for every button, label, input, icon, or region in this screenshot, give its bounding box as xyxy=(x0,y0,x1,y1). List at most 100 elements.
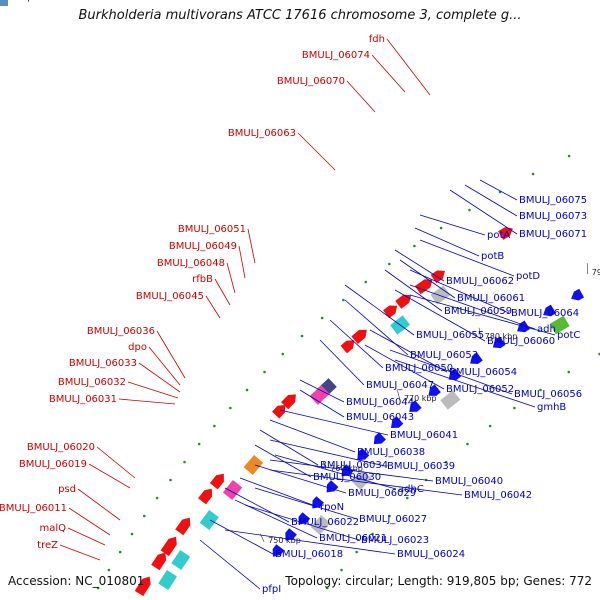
reverse-label-leader xyxy=(399,259,456,299)
forward-label-leader xyxy=(59,544,101,561)
forward-label-leader xyxy=(96,446,136,479)
forward-gene-label: BMULJ_06049 xyxy=(169,241,237,252)
reverse-label-leader xyxy=(394,359,536,408)
tick-mark xyxy=(322,461,327,471)
forward-label-leader xyxy=(226,262,236,294)
gc-dot-outer xyxy=(281,352,285,356)
forward-gene-label: treZ xyxy=(37,540,58,551)
forward-gene-arrow xyxy=(198,488,213,505)
forward-gene-label: dpo xyxy=(128,342,147,353)
reverse-gene-label: BMULJ_06038 xyxy=(357,447,425,458)
reverse-gene-label: BMULJ_06044 xyxy=(346,397,414,408)
gc-dot-inner xyxy=(405,496,409,500)
reverse-label-leader xyxy=(384,269,443,312)
reverse-label-leader xyxy=(364,344,445,390)
forward-label-leader xyxy=(247,228,256,264)
reverse-gene-label: BMULJ_06039 xyxy=(387,461,455,472)
reverse-label-leader xyxy=(269,459,434,482)
reverse-gene-arrow xyxy=(357,448,370,461)
reverse-label-leader xyxy=(414,227,480,257)
reverse-gene-arrow xyxy=(543,304,556,317)
forward-gene-arrow xyxy=(175,517,191,536)
reverse-gene-arrow xyxy=(298,512,311,525)
feature-box xyxy=(430,285,451,305)
forward-gene-label: BMULJ_06019 xyxy=(19,459,87,470)
forward-label-leader xyxy=(214,278,231,306)
reverse-gene-label: BMULJ_06060 xyxy=(487,336,555,347)
reverse-gene-label: BMULJ_06054 xyxy=(449,367,517,378)
reverse-gene-arrow xyxy=(312,496,324,509)
reverse-gene-arrow xyxy=(448,368,462,380)
feature-box xyxy=(0,0,8,6)
feature-box xyxy=(243,455,264,475)
forward-label-leader xyxy=(77,488,121,521)
forward-label-leader xyxy=(371,54,406,93)
forward-gene-arrow xyxy=(134,576,151,597)
reverse-label-leader xyxy=(344,284,415,336)
forward-gene-label: BMULJ_06045 xyxy=(136,291,204,302)
gc-dot-outer xyxy=(107,568,111,572)
reverse-gene-arrow xyxy=(571,288,585,301)
reverse-gene-label: BMULJ_06052 xyxy=(446,384,514,395)
gc-dot-inner xyxy=(466,442,469,446)
reverse-gene-label: BMULJ_06075 xyxy=(519,195,587,206)
gc-dot-outer xyxy=(213,424,216,428)
forward-gene-arrow xyxy=(151,552,167,571)
gc-dot-inner xyxy=(488,424,492,428)
forward-gene-label: BMULJ_06011 xyxy=(0,503,67,514)
gc-dot-outer xyxy=(300,334,304,338)
reverse-label-leader xyxy=(409,269,510,314)
reverse-label-leader xyxy=(269,419,356,453)
feature-box xyxy=(171,550,191,570)
reverse-label-leader xyxy=(389,349,513,395)
gc-dot-inner xyxy=(325,586,329,590)
reverse-label-leader xyxy=(259,429,319,466)
feature-box xyxy=(222,480,243,500)
forward-gene-label: BMULJ_06036 xyxy=(87,326,155,337)
gc-dot-outer xyxy=(245,388,249,392)
reverse-label-leader xyxy=(274,454,397,490)
reverse-gene-label: potD xyxy=(516,271,540,282)
gc-dot-inner xyxy=(355,550,358,554)
forward-gene-label: BMULJ_06048 xyxy=(157,258,225,269)
forward-gene-arrow xyxy=(351,329,367,344)
reverse-gene-label: BMULJ_06055 xyxy=(416,330,484,341)
reverse-label-leader xyxy=(419,239,515,277)
forward-label-leader xyxy=(118,398,176,405)
forward-gene-arrow xyxy=(414,279,433,295)
gc-dot-outer xyxy=(229,406,232,410)
forward-gene-label: BMULJ_06070 xyxy=(277,76,345,87)
reverse-label-leader xyxy=(224,529,396,555)
gc-dot-inner xyxy=(444,460,448,464)
reverse-gene-label: potB xyxy=(481,251,504,262)
reverse-gene-label: BMULJ_06043 xyxy=(346,412,414,423)
gc-dot-inner xyxy=(340,568,343,572)
reverse-gene-label: BMULJ_06053 xyxy=(410,350,478,361)
gc-dot-outer xyxy=(263,370,266,374)
forward-gene-label: psd xyxy=(58,484,76,495)
feature-box xyxy=(310,515,331,535)
tick-label: 750 kbp xyxy=(268,536,301,545)
reverse-label-leader xyxy=(199,539,261,590)
reverse-gene-label: BMULJ_06018 xyxy=(275,549,343,560)
reverse-label-leader xyxy=(269,439,386,467)
forward-label-leader xyxy=(238,245,246,279)
map-title: Burkholderia multivorans ATCC 17616 chro… xyxy=(78,8,522,23)
reverse-gene-arrow xyxy=(391,416,404,429)
reverse-label-leader xyxy=(254,487,358,520)
reverse-gene-label: BMULJ_06056 xyxy=(514,389,582,400)
gc-dot-outer xyxy=(531,172,535,176)
reverse-label-leader xyxy=(299,389,345,418)
tick-mark xyxy=(478,327,481,339)
tick-label: 810 kbp xyxy=(0,0,33,2)
forward-gene-label: BMULJ_06063 xyxy=(228,128,296,139)
forward-label-leader xyxy=(138,362,181,393)
feature-box xyxy=(440,390,461,410)
feature-box xyxy=(158,570,177,590)
forward-gene-arrow xyxy=(160,536,177,557)
reverse-label-leader xyxy=(409,294,556,336)
reverse-gene-label: BMULJ_06022 xyxy=(291,517,359,528)
reverse-label-leader xyxy=(479,179,518,201)
reverse-gene-label: potA xyxy=(487,230,510,241)
